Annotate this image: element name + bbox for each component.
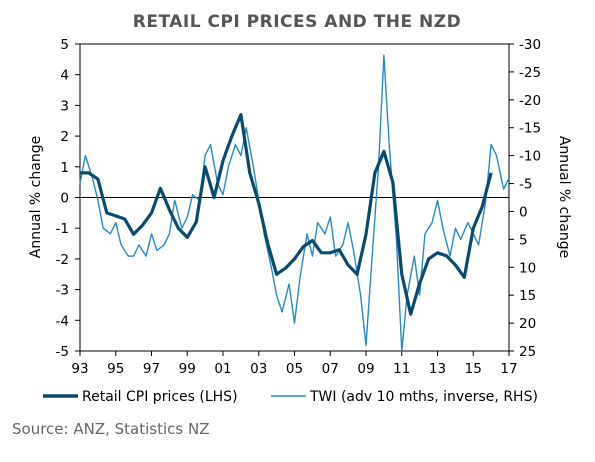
source-note: Source: ANZ, Statistics NZ (12, 420, 210, 438)
y-left-tick-label: 0 (60, 191, 69, 207)
y-left-tick-label: 1 (60, 160, 69, 176)
y-right-tick-label: -25 (519, 65, 541, 81)
y-right-tick-label: -20 (519, 93, 541, 109)
y-axis-right-label: Annual % change (556, 136, 572, 258)
series-line-cpi (80, 113, 493, 316)
series-line-twi (79, 54, 510, 352)
y-right-tick-label: 15 (519, 288, 536, 304)
legend: Retail CPI prices (LHS) TWI (adv 10 mths… (43, 389, 538, 405)
x-tick-label: 95 (107, 361, 124, 377)
x-tick-label: 09 (357, 361, 374, 377)
y-right-tick-label: 0 (519, 204, 528, 220)
y-axis-left-label: Annual % change (28, 136, 44, 258)
y-right-tick-label: 20 (519, 316, 536, 332)
legend-label-twi: TWI (adv 10 mths, inverse, RHS) (309, 389, 538, 405)
y-right-tick-label: -5 (519, 177, 532, 193)
y-left-tick-label: -2 (56, 252, 69, 268)
x-tick-label: 99 (179, 361, 196, 377)
x-tick-label: 03 (250, 361, 267, 377)
y-left-tick-label: 5 (60, 37, 69, 53)
y-left-tick-label: -5 (56, 344, 69, 360)
x-tick-label: 17 (500, 361, 517, 377)
y-left-tick-label: 2 (60, 129, 69, 145)
legend-label-cpi: Retail CPI prices (LHS) (82, 389, 238, 405)
tick-layer: 543210-1-2-3-4-5-30-25-20-15-10-50510152… (56, 37, 542, 377)
y-left-tick-label: -1 (56, 221, 69, 237)
x-tick-label: 07 (322, 361, 339, 377)
y-right-tick-label: 25 (519, 344, 536, 360)
y-left-tick-label: -3 (56, 283, 69, 299)
y-right-tick-label: -15 (519, 121, 541, 137)
y-left-tick-label: -4 (56, 313, 69, 329)
x-tick-label: 93 (71, 361, 88, 377)
x-tick-label: 05 (286, 361, 303, 377)
y-left-tick-label: 4 (60, 68, 69, 84)
y-right-tick-label: 5 (519, 232, 528, 248)
x-tick-label: 13 (429, 361, 446, 377)
x-tick-label: 97 (143, 361, 160, 377)
chart-title: RETAIL CPI PRICES AND THE NZD (133, 12, 461, 32)
x-tick-label: 01 (214, 361, 231, 377)
y-left-tick-label: 3 (60, 98, 69, 114)
x-tick-label: 11 (393, 361, 410, 377)
y-right-tick-label: -10 (519, 149, 541, 165)
x-tick-label: 15 (465, 361, 482, 377)
series-layer (79, 54, 510, 352)
y-right-tick-label: -30 (519, 37, 541, 53)
y-right-tick-label: 10 (519, 260, 536, 276)
